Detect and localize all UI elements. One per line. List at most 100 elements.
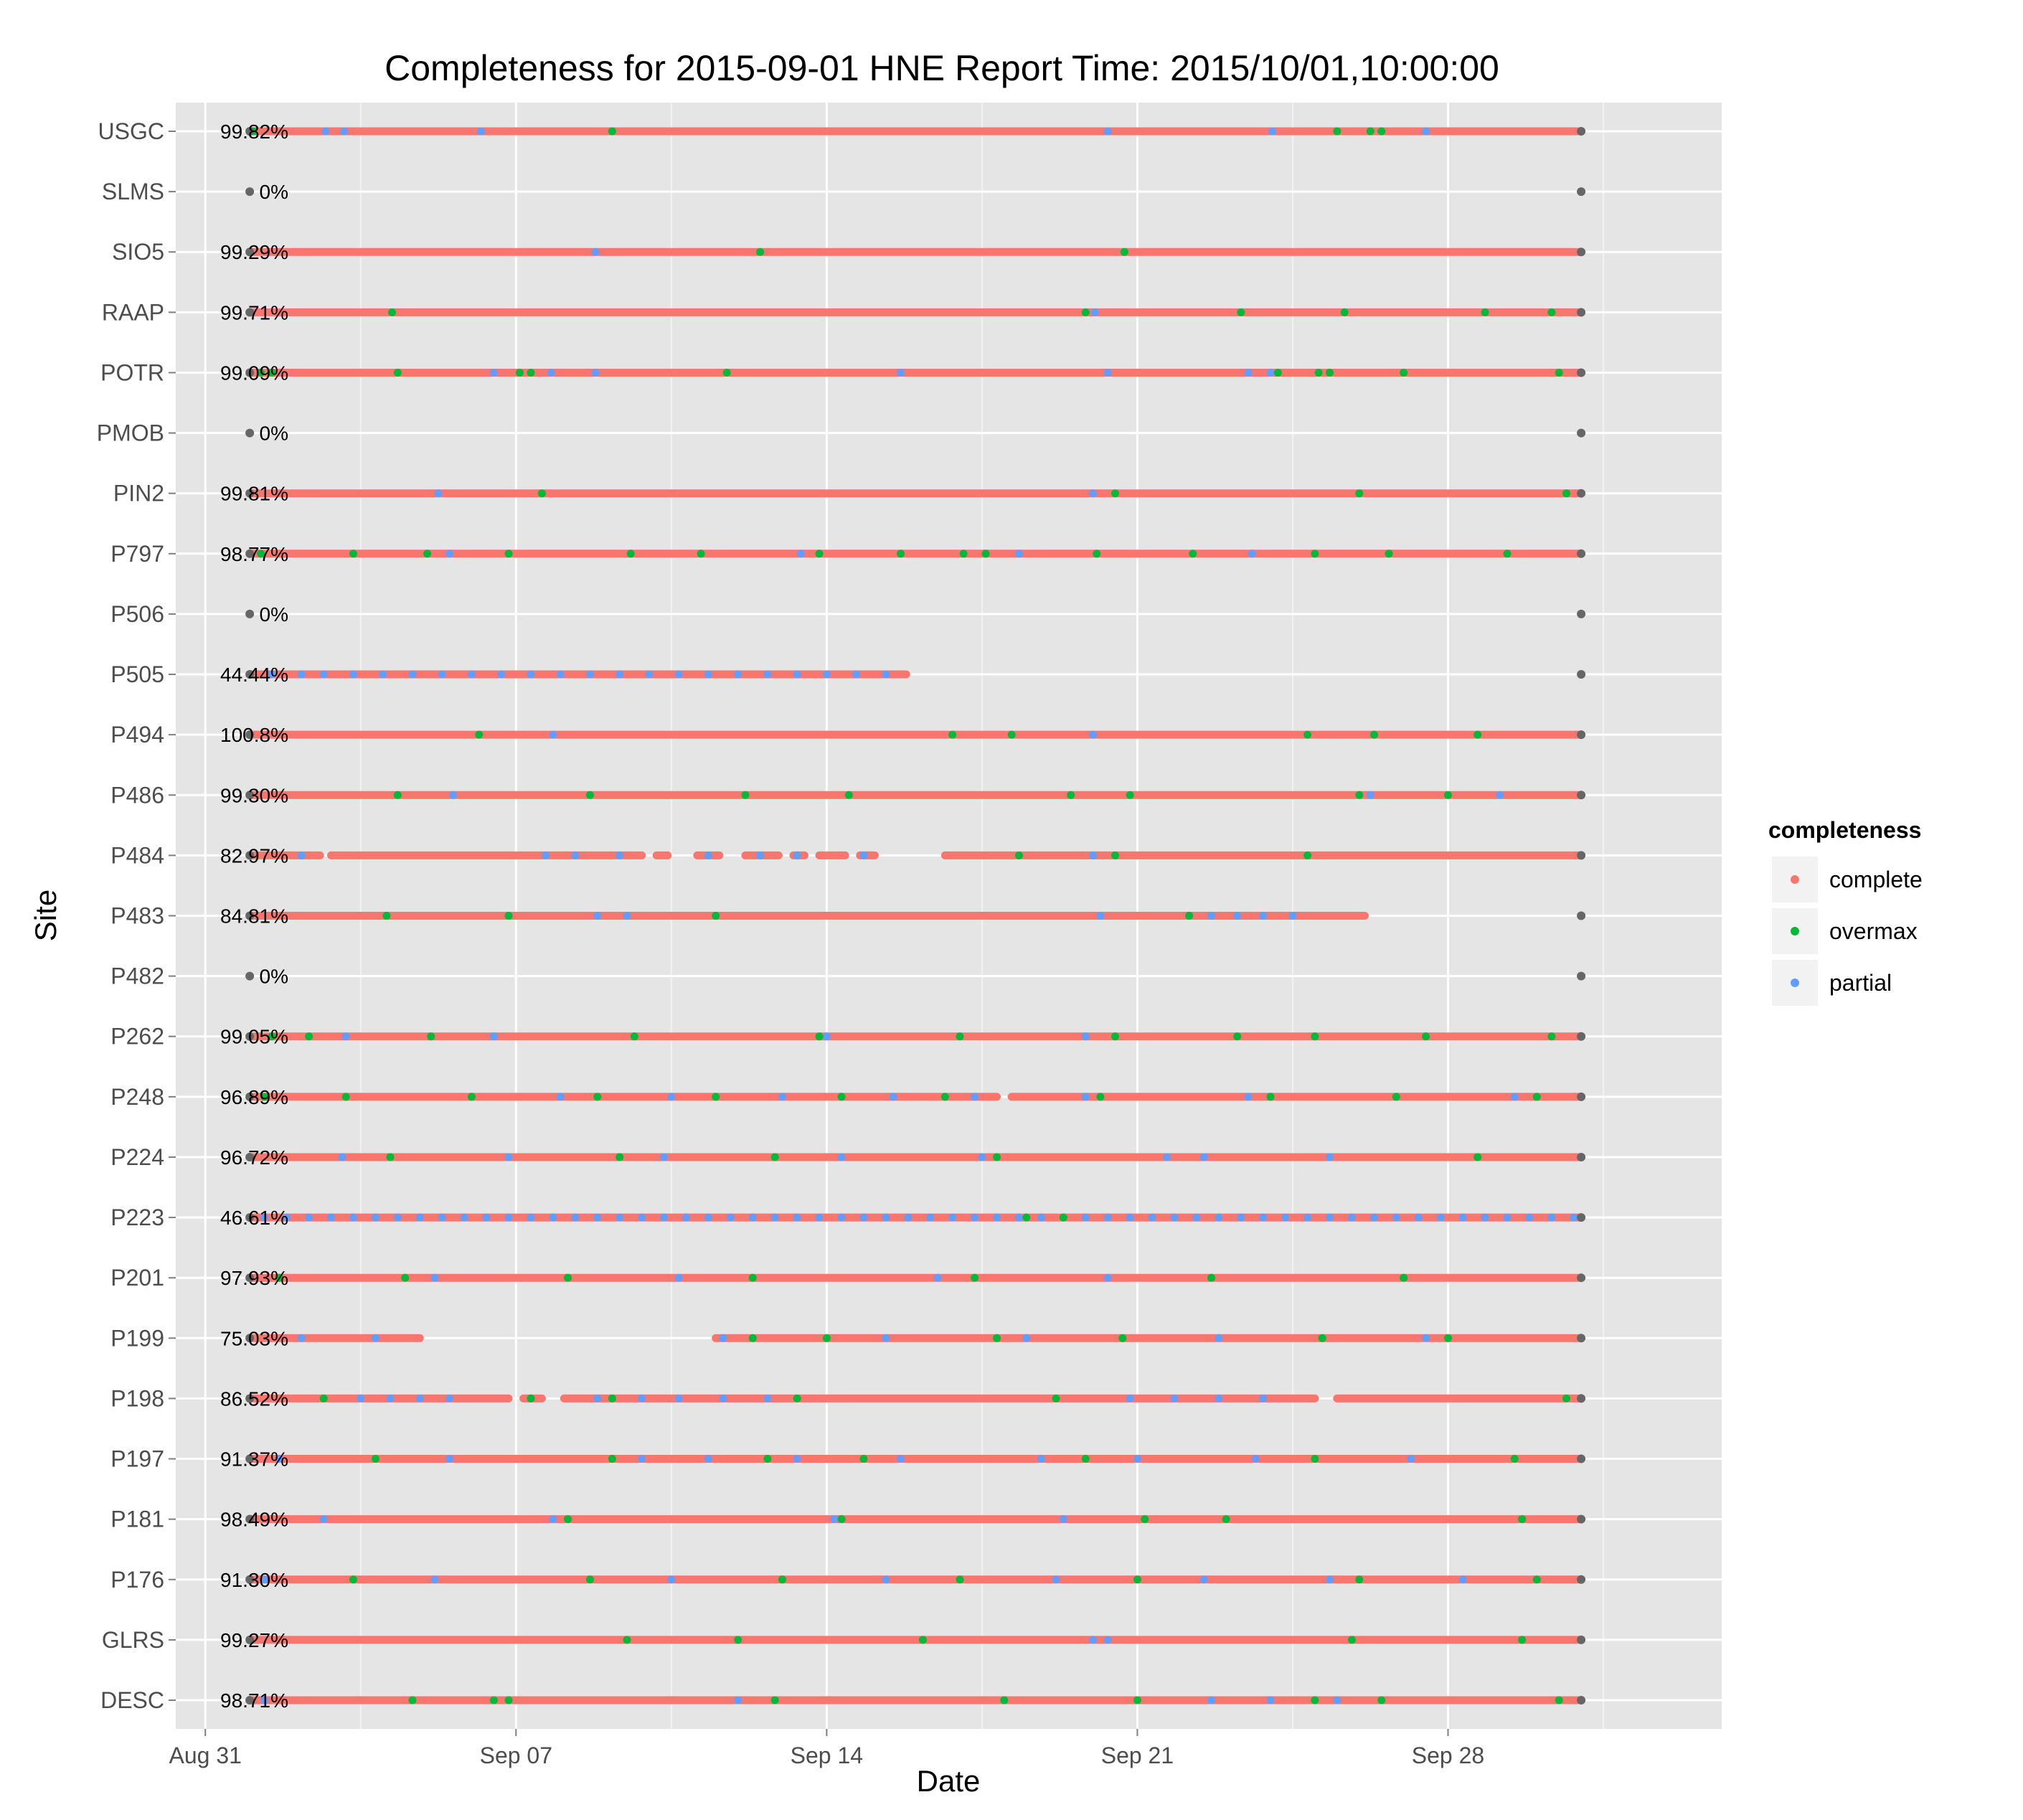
overmax-point [956,1032,964,1041]
overmax-point [393,368,402,377]
start-marker [245,1334,255,1343]
start-marker [245,1213,255,1222]
partial-point [971,1213,979,1222]
site-row-pmob: 0% [245,423,1586,445]
partial-point [660,1153,669,1161]
overmax-point [1473,1153,1482,1161]
completeness-percent: 99.30% [220,784,288,806]
end-marker [1577,1152,1586,1161]
overmax-point [1400,368,1408,377]
y-tick-label: P197 [110,1446,164,1472]
partial-point [815,1213,824,1222]
partial-point [1089,489,1098,498]
partial-point [1503,1213,1512,1222]
partial-point [882,1213,890,1222]
end-marker [1577,1394,1586,1403]
completeness-percent: 100.8% [220,724,288,746]
overmax-point [371,1455,379,1463]
partial-point [489,1032,498,1041]
end-marker [1577,1273,1586,1283]
partial-point [1103,368,1112,377]
partial-point [1148,1213,1156,1222]
overmax-point [1110,489,1119,498]
overmax-point [748,1273,757,1282]
overmax-point [918,1636,927,1644]
partial-point [591,247,600,256]
partial-point [1233,912,1242,920]
y-tick-label: P506 [110,601,164,627]
overmax-point [1547,1032,1556,1041]
overmax-point [1562,489,1570,498]
partial-point [1237,1213,1245,1222]
partial-point [1266,368,1275,377]
partial-point [1525,1213,1534,1222]
y-tick-label: POTR [100,359,164,385]
overmax-point [1340,308,1349,316]
end-marker [1577,1092,1586,1101]
partial-point [822,1032,831,1041]
y-tick-label: P483 [110,903,164,929]
partial-point [1458,1213,1467,1222]
x-tick-label: Sep 14 [791,1743,863,1768]
partial-point [438,670,446,679]
end-marker [1577,187,1586,197]
partial-point [260,1575,269,1584]
partial-point [504,1213,513,1222]
partial-point [297,1334,306,1342]
overmax-point [1022,1213,1031,1222]
partial-point [1259,912,1268,920]
completeness-percent: 96.72% [220,1146,288,1169]
partial-point [763,1394,772,1402]
partial-point [1089,730,1098,739]
site-row-sio5: 99.29% [220,241,1586,263]
partial-point [593,1213,602,1222]
overmax-point [1059,1213,1067,1222]
partial-point [904,1213,913,1222]
partial-point [430,1575,439,1584]
overmax-point [393,791,402,799]
start-marker [245,549,255,558]
start-marker [245,609,255,618]
end-marker [1577,247,1586,257]
completeness-percent: 98.71% [220,1689,288,1712]
end-marker [1577,791,1586,800]
partial-point [1163,1153,1171,1161]
start-marker [245,1514,255,1524]
partial-point [445,1455,454,1463]
partial-point [763,670,772,679]
overmax-point [815,550,824,558]
partial-point [497,670,506,679]
start-marker [245,911,255,920]
partial-point [778,1093,787,1101]
overmax-point [741,791,750,799]
y-tick-label: P201 [110,1265,164,1291]
overmax-point [257,368,265,377]
legend: completeness complete overmax partial [1768,817,1923,1006]
partial-point [591,368,600,377]
partial-point [1268,127,1277,136]
completeness-percent: 44.44% [220,664,288,686]
overmax-point [793,1394,801,1402]
partial-point [1333,1696,1341,1705]
partial-point [297,851,306,859]
y-tick-label: P262 [110,1024,164,1050]
end-marker [1577,549,1586,558]
end-marker [1577,428,1586,438]
y-tick-label: P198 [110,1385,164,1411]
site-row-p484: 82.97% [220,844,1586,867]
y-tick-label: GLRS [102,1627,164,1653]
x-tick-label: Sep 21 [1101,1743,1174,1768]
partial-point [793,851,801,859]
legend-key-complete [1791,875,1799,884]
partial-point [1081,1032,1090,1041]
end-marker [1577,127,1586,136]
overmax-point [837,1093,846,1101]
overmax-point [1369,730,1378,739]
start-marker [245,1575,255,1584]
overmax-point [1562,1394,1570,1402]
overmax-point [563,1273,572,1282]
partial-point [1510,1093,1519,1101]
site-row-p201: 97.93% [220,1267,1586,1289]
completeness-percent: 98.77% [220,543,288,565]
partial-point [549,730,557,739]
